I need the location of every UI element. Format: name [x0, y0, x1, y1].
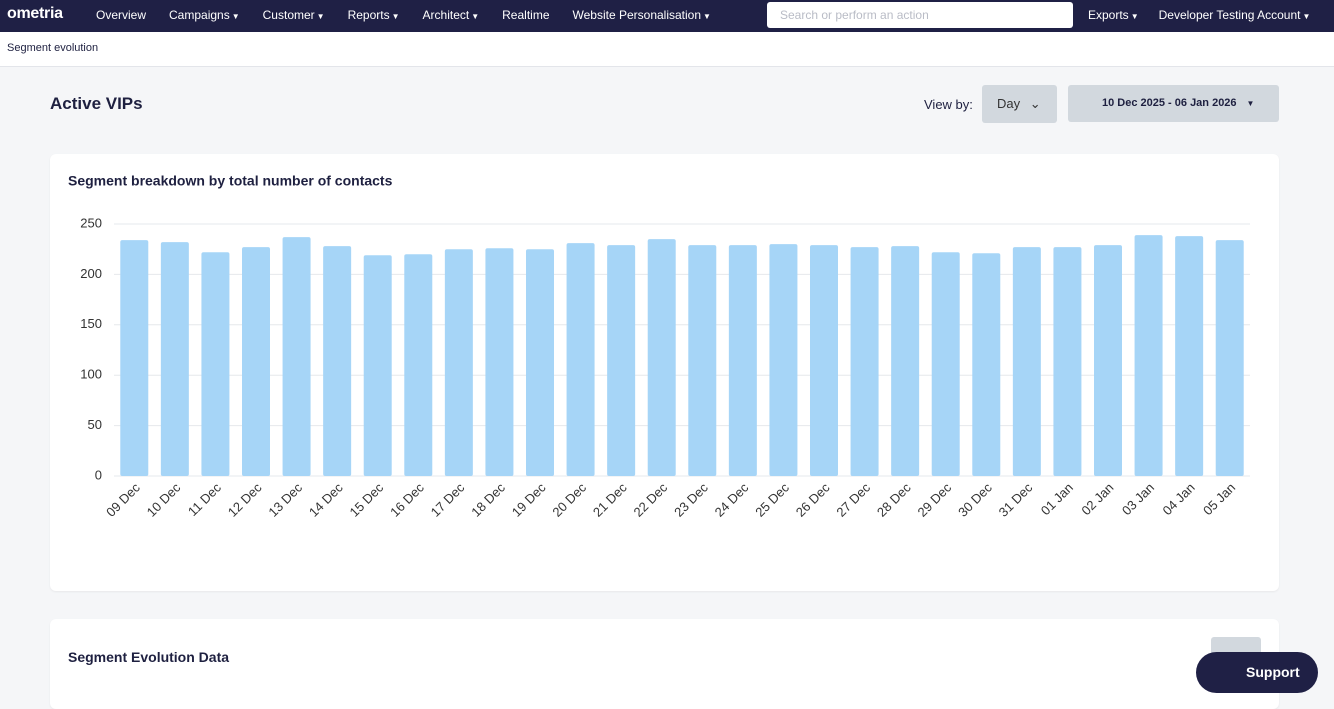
- bar: [323, 246, 352, 476]
- nav-label: Website Personalisation: [572, 8, 702, 22]
- nav-item[interactable]: Realtime: [502, 8, 549, 22]
- x-tick-label: 05 Jan: [1200, 480, 1238, 518]
- bar: [404, 254, 433, 476]
- x-tick-label: 24 Dec: [712, 480, 752, 520]
- x-tick-label: 22 Dec: [631, 480, 671, 520]
- nav-item[interactable]: Overview: [96, 8, 146, 22]
- bar: [850, 247, 879, 476]
- bar: [1175, 236, 1204, 476]
- bar: [444, 249, 473, 476]
- x-tick-label: 25 Dec: [752, 480, 792, 520]
- nav-right: Exports ▼ Developer Testing Account ▼: [1088, 8, 1310, 22]
- x-tick-label: 26 Dec: [793, 480, 833, 520]
- chart: Segment breakdown by total number of con…: [68, 173, 1250, 520]
- x-tick-label: 09 Dec: [103, 480, 143, 520]
- y-tick-label: 50: [88, 417, 102, 432]
- nav-item[interactable]: Website Personalisation ▼: [572, 8, 711, 22]
- x-tick-label: 12 Dec: [225, 480, 265, 520]
- nav-item[interactable]: Exports ▼: [1088, 8, 1139, 22]
- x-tick-label: 10 Dec: [144, 480, 184, 520]
- x-tick-label: 20 Dec: [549, 480, 589, 520]
- view-by-value: Day: [997, 96, 1021, 111]
- nav-item[interactable]: Developer Testing Account ▼: [1158, 8, 1311, 22]
- chart-title: Segment breakdown by total number of con…: [68, 173, 393, 189]
- y-tick-label: 0: [95, 467, 102, 482]
- bar: [647, 239, 676, 476]
- page: ometria Overview Campaigns ▼ Customer ▼ Repor…: [0, 0, 1334, 693]
- table-card: Segment Evolution Data: [50, 619, 1279, 709]
- nav-item[interactable]: Customer ▼: [262, 8, 325, 22]
- nav-item[interactable]: Architect ▼: [422, 8, 480, 22]
- bar: [1012, 247, 1041, 476]
- x-tick-label: 03 Jan: [1119, 480, 1157, 518]
- nav-label: Customer: [262, 8, 315, 22]
- bar: [242, 247, 270, 476]
- nav-label: Overview: [96, 8, 147, 22]
- bar: [607, 245, 636, 476]
- bar: [526, 249, 554, 476]
- bar: [485, 248, 514, 476]
- nav-item[interactable]: Reports ▼: [347, 8, 400, 22]
- bar: [201, 252, 230, 476]
- bar: [931, 252, 960, 476]
- bar: [769, 244, 798, 476]
- x-tick-label: 16 Dec: [387, 480, 427, 520]
- x-tick-label: 13 Dec: [265, 480, 305, 520]
- nav-item[interactable]: Campaigns ▼: [169, 8, 240, 22]
- bar: [1053, 247, 1082, 476]
- nav-label: Developer Testing Account: [1158, 8, 1301, 22]
- nav-bar: ometria Overview Campaigns ▼ Customer ▼ Repor…: [0, 0, 1334, 32]
- bar: [363, 255, 392, 476]
- x-tick-label: 04 Jan: [1159, 480, 1197, 518]
- x-tick-label: 17 Dec: [428, 480, 468, 520]
- page-title: Active VIPs: [50, 94, 143, 113]
- view-by-select[interactable]: Day ⌄: [982, 85, 1057, 123]
- x-tick-label: 29 Dec: [915, 480, 955, 520]
- x-tick-label: 28 Dec: [874, 480, 914, 520]
- bar: [282, 237, 311, 476]
- nav-items: Overview Campaigns ▼ Customer ▼ Reports ▼ Archi…: [96, 8, 711, 22]
- nav-label: Reports: [347, 8, 390, 22]
- x-tick-label: 19 Dec: [509, 480, 549, 520]
- y-tick-label: 200: [80, 266, 102, 281]
- nav-label: Realtime: [502, 8, 550, 22]
- chart-card: Segment breakdown by total number of con…: [50, 154, 1279, 591]
- bar: [1215, 240, 1244, 476]
- bar: [566, 243, 595, 476]
- y-tick-label: 100: [80, 367, 102, 382]
- x-tick-label: 30 Dec: [955, 480, 995, 520]
- nav-label: Exports: [1088, 8, 1129, 22]
- bar: [160, 242, 189, 476]
- x-tick-label: 21 Dec: [590, 480, 630, 520]
- breadcrumb: Segment evolution: [0, 32, 1334, 67]
- nav-label: Campaigns: [169, 8, 230, 22]
- logo[interactable]: ometria: [7, 5, 63, 22]
- bar: [1094, 245, 1122, 476]
- x-tick-label: 31 Dec: [996, 480, 1036, 520]
- y-tick-label: 150: [80, 316, 102, 331]
- x-tick-label: 02 Jan: [1078, 480, 1116, 518]
- support-button[interactable]: Support: [1196, 652, 1318, 693]
- bar: [120, 240, 149, 476]
- x-tick-label: 27 Dec: [833, 480, 873, 520]
- x-tick-label: 01 Jan: [1038, 480, 1076, 518]
- search-box[interactable]: Search or perform an action: [767, 2, 1073, 28]
- bar: [688, 245, 717, 476]
- x-tick-label: 14 Dec: [306, 480, 346, 520]
- table-card-title: Segment Evolution Data: [68, 649, 230, 665]
- date-range-button[interactable]: 10 Dec 2025 - 06 Jan 2026 ▼: [1068, 85, 1279, 122]
- bar: [810, 245, 838, 476]
- x-tick-label: 23 Dec: [671, 480, 711, 520]
- date-range: 10 Dec 2025 - 06 Jan 2026: [1102, 97, 1237, 109]
- x-tick-label: 15 Dec: [347, 480, 387, 520]
- view-by-label: View by:: [924, 97, 973, 112]
- bar: [972, 253, 1001, 476]
- bar: [891, 246, 920, 476]
- nav-label: Architect: [422, 8, 470, 22]
- bar: [728, 245, 757, 476]
- x-tick-label: 18 Dec: [468, 480, 508, 520]
- x-tick-label: 11 Dec: [185, 480, 224, 519]
- bar: [1134, 235, 1163, 476]
- y-tick-label: 250: [80, 215, 102, 230]
